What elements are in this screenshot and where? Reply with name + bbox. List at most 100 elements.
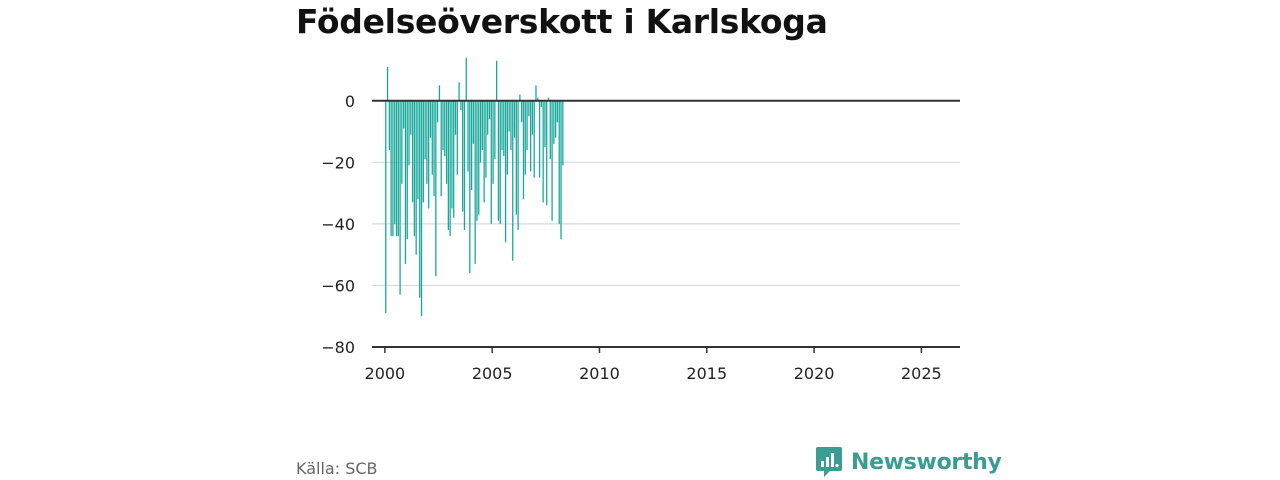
bar-2007-08 [547, 97, 550, 101]
bar-2002-01 [428, 100, 430, 209]
y-tick-label: 0 [345, 92, 355, 111]
bar-2001-10 [422, 100, 424, 203]
bar-2005-04 [497, 100, 500, 221]
bar-2003-07 [460, 100, 462, 111]
bar-2007-12 [555, 100, 557, 138]
x-tick-label: 2020 [794, 364, 835, 383]
x-tick-label: 2005 [472, 364, 513, 383]
bar-2006-06 [522, 100, 525, 200]
bar-2003-03 [453, 100, 455, 218]
bar-2004-03 [474, 100, 476, 264]
bar-2001-04 [411, 100, 414, 203]
bar-2007-11 [553, 100, 555, 144]
x-tick-labels: 2000 2005 2010 2015 2020 2025 [365, 364, 942, 383]
bar-2003-05 [456, 100, 458, 175]
x-tick-label: 2010 [579, 364, 620, 383]
bar-2004-04 [476, 100, 478, 221]
bar-2001-07 [417, 100, 419, 200]
bar-2005-08 [504, 100, 507, 243]
x-tick-label: 2025 [901, 364, 942, 383]
bar-2005-02 [494, 100, 496, 160]
bar-2007-07 [546, 100, 548, 206]
bar-2002-03 [431, 100, 433, 175]
bar-2001-05 [413, 100, 416, 237]
bar-2006-08 [526, 100, 528, 151]
bar-2006-03 [517, 100, 519, 231]
x-tick-label: 2015 [686, 364, 727, 383]
bar-2007-02 [537, 97, 539, 101]
bar-2007-05 [542, 100, 544, 203]
bar-2001-12 [426, 100, 428, 184]
bar-2000-06 [394, 100, 396, 224]
bar-2006-01 [513, 100, 516, 138]
bar-2004-06 [479, 100, 482, 163]
bar-2003-08 [462, 100, 464, 212]
bar-2004-10 [487, 100, 489, 135]
bar-2002-06 [436, 100, 439, 123]
bar-2001-03 [410, 100, 412, 135]
bar-2003-01 [449, 100, 451, 237]
bars [385, 57, 564, 317]
chart-title: Födelseöverskott i Karlskoga [296, 2, 828, 41]
bar-2007-04 [540, 100, 542, 107]
bar-2005-05 [499, 100, 501, 224]
bar-2007-09 [549, 100, 551, 160]
bar-2007-03 [538, 100, 541, 178]
bar-2001-01 [406, 100, 408, 240]
bar-2006-09 [528, 100, 530, 117]
source-note: Källa: SCB [296, 459, 378, 478]
bar-2005-01 [492, 100, 494, 184]
bar-2006-10 [529, 100, 532, 172]
bar-2002-08 [440, 100, 442, 197]
bar-2000-12 [404, 100, 407, 264]
bar-2005-12 [512, 100, 514, 261]
bar-2002-12 [447, 100, 450, 231]
bar-2008-01 [556, 100, 559, 123]
bar-2001-02 [408, 100, 410, 166]
y-tick-label: −40 [321, 215, 355, 234]
brand-name: Newsworthy [851, 449, 1002, 475]
brand: Newsworthy [815, 446, 1002, 478]
bar-2000-10 [401, 100, 403, 184]
y-tick-label: −20 [321, 153, 355, 172]
bar-2002-09 [442, 100, 444, 151]
bar-2005-03 [496, 60, 498, 101]
bar-2004-12 [490, 100, 492, 224]
y-tick-label: −60 [321, 276, 355, 295]
bar-2007-06 [544, 100, 546, 147]
bar-2002-10 [444, 100, 446, 157]
bar-2003-06 [458, 82, 460, 101]
bar-2004-05 [478, 100, 480, 215]
x-tick-label: 2000 [365, 364, 406, 383]
bar-2005-07 [503, 100, 505, 157]
bar-2003-04 [454, 100, 457, 135]
bar-2004-02 [472, 100, 475, 144]
bar-2006-04 [519, 94, 521, 101]
bar-2000-08 [397, 100, 399, 237]
bar-2000-11 [403, 100, 405, 129]
bar-2006-05 [521, 100, 523, 123]
bar-2003-10 [465, 57, 467, 101]
y-tick-label: −80 [321, 338, 355, 357]
bar-2006-12 [533, 100, 535, 178]
bar-2005-10 [508, 100, 510, 132]
gridlines [372, 161, 960, 287]
bar-2004-08 [483, 100, 485, 203]
bar-2006-07 [524, 100, 526, 175]
bar-2007-01 [535, 85, 537, 101]
bar-2001-09 [420, 100, 423, 317]
bar-2002-11 [445, 100, 448, 184]
bar-2003-11 [467, 100, 469, 172]
bar-2003-09 [463, 100, 466, 231]
axes [372, 99, 960, 353]
bar-2000-07 [395, 100, 398, 237]
bar-2008-02 [558, 100, 560, 224]
bar-2004-01 [470, 100, 473, 191]
bar-2000-05 [392, 100, 394, 237]
bar-2001-06 [415, 100, 417, 255]
bar-2003-02 [451, 100, 453, 209]
bar-2008-03 [560, 100, 562, 240]
bar-chart: 0 −20 −40 −60 −80 2000 2005 2010 2015 2020 2025 [321, 57, 960, 383]
bar-2000-01 [385, 100, 387, 314]
bar-2000-03 [388, 100, 390, 151]
